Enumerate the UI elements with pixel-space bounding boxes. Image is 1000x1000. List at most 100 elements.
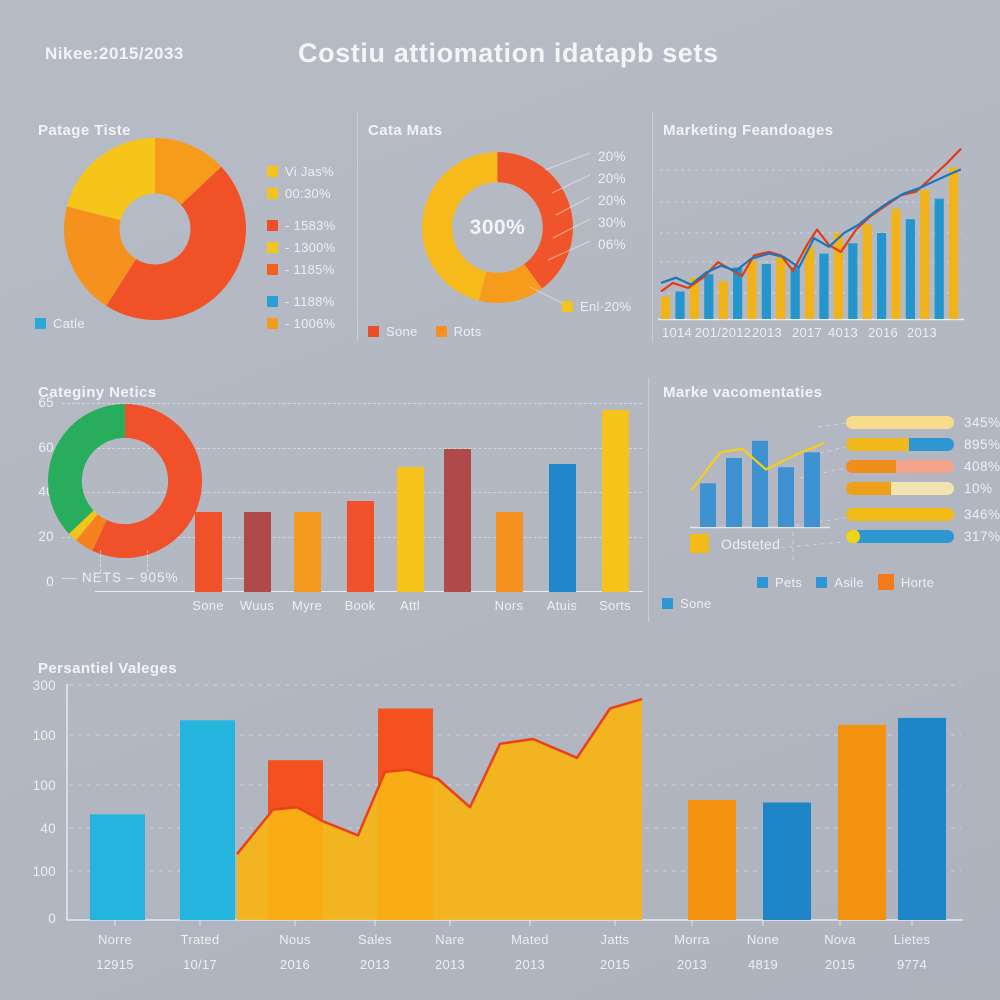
x-axis-label: Lietes 9774 bbox=[894, 928, 931, 977]
x-axis-label: None 4819 bbox=[747, 928, 779, 977]
callout-line bbox=[529, 286, 569, 307]
bar bbox=[347, 501, 374, 592]
y-axis-label: 20 bbox=[38, 529, 54, 544]
trend-line bbox=[690, 442, 825, 491]
panel-title-patage: Patage Tiste bbox=[38, 122, 131, 140]
donut-segment bbox=[68, 510, 98, 541]
legend-item: Rots bbox=[435, 320, 482, 342]
legend-label: - 1300% bbox=[285, 239, 336, 255]
x-axis-label: Book bbox=[344, 598, 376, 613]
bar bbox=[689, 277, 699, 319]
legend-swatch bbox=[267, 263, 278, 275]
area-outline bbox=[236, 697, 643, 855]
trend-line bbox=[660, 147, 962, 293]
legend-label: 00:30% bbox=[285, 185, 331, 201]
x-axis-label: Nova 2015 bbox=[824, 928, 856, 977]
legend-label: Vi Jas% bbox=[285, 163, 334, 179]
progress-row: 10% bbox=[846, 481, 996, 496]
legend-item: 00:30% bbox=[267, 182, 336, 204]
progress-row: 345% bbox=[846, 415, 1000, 430]
x-axis-label: 2016 bbox=[867, 325, 899, 340]
x-axis-label: Attl bbox=[400, 598, 420, 613]
x-axis-label: Nors bbox=[494, 598, 524, 613]
donut-segment bbox=[155, 138, 222, 205]
x-axis-label: Nare 2013 bbox=[435, 928, 465, 977]
bar bbox=[180, 720, 235, 921]
legend-swatch bbox=[562, 301, 573, 312]
legend-label: - 1188% bbox=[285, 293, 335, 309]
progress-value: 408% bbox=[964, 459, 1000, 474]
bar bbox=[294, 512, 321, 592]
bar bbox=[949, 167, 959, 319]
donut-segment bbox=[75, 514, 107, 551]
legend-swatch bbox=[690, 534, 709, 553]
legend-swatch bbox=[267, 241, 278, 253]
cata-callout-lines bbox=[529, 152, 591, 307]
cata-donut-chart bbox=[421, 152, 574, 304]
bar bbox=[675, 291, 685, 319]
bar bbox=[733, 267, 743, 319]
progress-value: 10% bbox=[964, 481, 993, 496]
donut-segment bbox=[48, 404, 125, 534]
bar bbox=[905, 219, 915, 319]
legend-item: Sone bbox=[368, 320, 418, 342]
bar bbox=[805, 246, 815, 319]
progress-segment bbox=[846, 508, 954, 521]
bar bbox=[862, 224, 872, 319]
legend-swatch bbox=[35, 318, 46, 329]
cata-callouts: 20% 20% 20% 30% 06% bbox=[598, 149, 626, 259]
callout-value: 30% bbox=[598, 215, 626, 230]
progress-bar bbox=[846, 508, 954, 521]
x-axis-label-year: 4819 bbox=[747, 956, 779, 972]
page-title: Costiu attiomation idatapb sets bbox=[298, 38, 719, 68]
panel-divider bbox=[652, 112, 653, 342]
legend-item: - 1583% bbox=[267, 214, 336, 236]
x-axis-label-name: None bbox=[746, 932, 780, 947]
progress-bar bbox=[846, 438, 954, 451]
patage-legend: Vi Jas% 00:30% - 1583% - 1300% - 1185% - 1188… bbox=[267, 160, 336, 334]
y-axis-label: 0 bbox=[46, 574, 54, 589]
x-axis-label: Morra 2013 bbox=[674, 928, 709, 977]
gridline bbox=[62, 492, 642, 493]
x-axis-label-year: 10/17 bbox=[182, 956, 218, 972]
donut-segment bbox=[64, 206, 136, 306]
x-axis-label: Jatts 2015 bbox=[600, 928, 630, 977]
progress-bar bbox=[846, 530, 954, 543]
callout-line bbox=[552, 218, 591, 239]
x-axis-label: Atuis bbox=[546, 598, 578, 613]
legend-item: Asile bbox=[816, 571, 864, 593]
bar bbox=[898, 717, 946, 920]
bar bbox=[920, 190, 930, 319]
x-axis-label-name: Morra bbox=[674, 932, 710, 947]
x-axis-label-year: 2013 bbox=[359, 956, 391, 972]
bar bbox=[704, 274, 714, 319]
panel-title-categiny: Categiny Netics bbox=[38, 384, 157, 402]
y-axis-label: 60 bbox=[38, 440, 54, 455]
legend-swatch bbox=[267, 317, 278, 329]
categiny-note: NETS – 905% bbox=[82, 570, 179, 585]
patage-footer-legend: Catle bbox=[35, 316, 85, 331]
legend-swatch bbox=[757, 576, 768, 588]
bar bbox=[763, 802, 811, 920]
marke-footer-legend: Sone bbox=[662, 596, 712, 611]
callout-value: 20% bbox=[598, 193, 626, 208]
progress-value: 345% bbox=[964, 415, 1000, 430]
legend-swatch bbox=[368, 325, 379, 337]
bar bbox=[661, 296, 671, 319]
persantiel-chart bbox=[66, 684, 963, 926]
bar bbox=[700, 483, 716, 527]
bar bbox=[790, 267, 800, 319]
legend-label: - 1006% bbox=[285, 315, 336, 331]
x-axis-label-name: Lietes bbox=[893, 932, 931, 947]
x-axis-label-year: 2015 bbox=[824, 956, 856, 972]
callout-value: 20% bbox=[598, 171, 626, 186]
legend-label: Asile bbox=[834, 574, 864, 590]
x-axis-label: Myre bbox=[291, 598, 323, 613]
x-axis-label-year: 2013 bbox=[676, 956, 708, 972]
donut-segment bbox=[92, 404, 203, 558]
x-axis-label-name: Sales bbox=[357, 932, 393, 947]
legend-swatch bbox=[267, 295, 278, 307]
cata-legend: Sone Rots bbox=[368, 320, 482, 342]
progress-segment bbox=[908, 438, 954, 451]
